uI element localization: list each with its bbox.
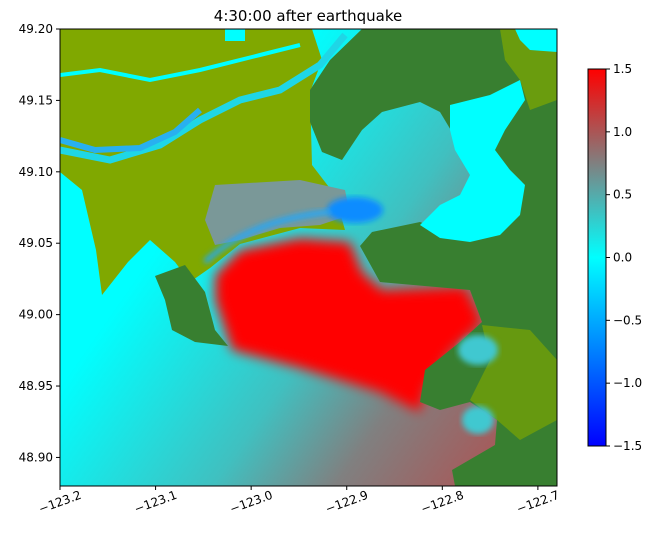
fraser-river-channel	[60, 32, 348, 164]
colorbar-tick-label: 0.0	[613, 251, 632, 265]
chart-title: 4:30:00 after earthquake	[214, 7, 402, 25]
north-water-patch	[225, 29, 245, 41]
inundated-area	[205, 180, 350, 245]
colorbar-tick-label: 1.5	[613, 62, 632, 76]
y-axis: 49.20 49.15 49.10 49.05 49.00 48.95 48.90	[19, 22, 60, 464]
inland-water	[420, 80, 525, 242]
y-tick-label: 48.95	[19, 379, 53, 393]
plot-frame	[59, 28, 558, 487]
colorbar-tick-label: −0.5	[613, 313, 642, 327]
semiahmoo-bay-pool	[462, 406, 494, 434]
river-channel-2	[60, 107, 202, 154]
point-roberts-peninsula	[155, 265, 228, 346]
colorbar-tick-label: 1.0	[613, 125, 632, 139]
y-tick-label: 49.15	[19, 93, 53, 107]
high-amplitude-region	[215, 238, 482, 412]
northeast-water	[515, 29, 557, 52]
y-tick-label: 49.05	[19, 236, 53, 250]
colorbar-tick-label: −1.0	[613, 376, 642, 390]
colorbar-tick-label: 0.5	[613, 188, 632, 202]
x-tick-label: −123.0	[228, 488, 275, 516]
y-tick-label: 49.10	[19, 165, 53, 179]
boundary-bay-pool	[458, 335, 498, 365]
y-tick-label: 49.00	[19, 308, 53, 322]
x-tick-label: −122.9	[323, 488, 370, 516]
x-axis: −123.2 −123.1 −123.0 −122.9 −122.8 −122.7	[37, 486, 561, 516]
colorbar-axis: 1.5 1.0 0.5 0.0 −0.5 −1.0 −1.5	[606, 62, 642, 453]
x-tick-label: −123.1	[132, 488, 179, 516]
x-tick-label: −122.8	[419, 488, 466, 516]
negative-amplitude-zone	[327, 197, 383, 223]
colorbar	[587, 68, 607, 447]
x-tick-label: −123.2	[37, 488, 84, 516]
y-tick-label: 49.20	[19, 22, 53, 36]
x-tick-label: −122.7	[515, 488, 562, 516]
north-channel	[60, 43, 301, 83]
plot-area	[60, 29, 557, 486]
colorbar-tick-label: −1.5	[613, 439, 642, 453]
shoreline-drawdown	[203, 209, 331, 264]
y-tick-label: 48.90	[19, 450, 53, 464]
